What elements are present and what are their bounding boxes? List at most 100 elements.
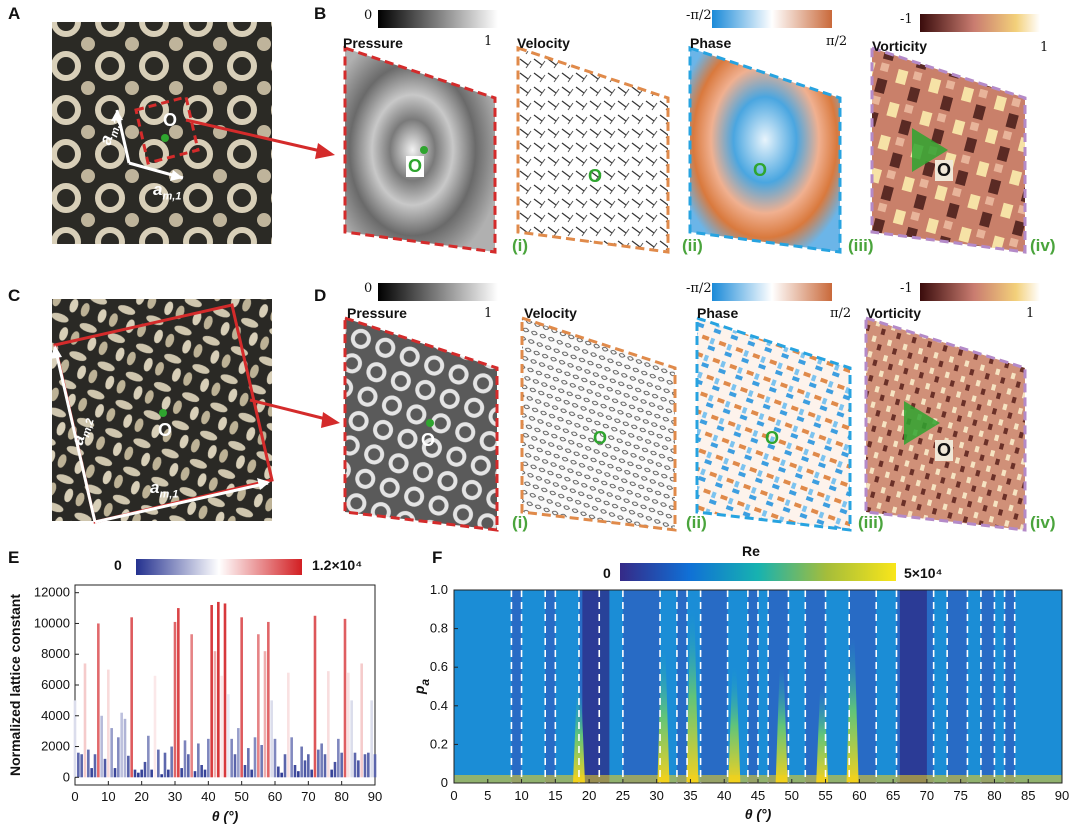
- e-xtick-label: 0: [71, 789, 78, 804]
- f-xtick-label: 35: [683, 788, 697, 803]
- e-bar: [320, 743, 323, 778]
- e-bar: [207, 738, 210, 778]
- origin-marker-c: [159, 409, 167, 417]
- f-xtick-label: 0: [450, 788, 457, 803]
- origin-label-b2: O: [588, 166, 603, 186]
- origin-label-b3: O: [753, 160, 768, 180]
- pressure-cbar-max-b: 1: [484, 34, 493, 49]
- vorticity-cbar-max-d: 1: [1026, 306, 1035, 321]
- e-bar: [157, 749, 160, 778]
- e-bar: [170, 746, 173, 778]
- title-vorticity-d: Vorticity: [866, 305, 921, 321]
- e-bar: [120, 712, 123, 778]
- origin-label-d3: O: [765, 428, 780, 448]
- phase-cbar-min-b: -π/2: [686, 8, 712, 23]
- e-bar: [327, 671, 330, 778]
- e-bar: [93, 754, 97, 778]
- origin-label-c: O: [158, 420, 173, 440]
- e-bar: [237, 728, 240, 778]
- e-bar: [117, 737, 120, 778]
- f-heatmap-band: [747, 590, 758, 783]
- am1-label-c: am,1: [150, 478, 179, 501]
- chart-e: 0 2000 4000 6000 8000 10000 12000 0 10 20 30 40 50 60…: [7, 584, 382, 824]
- e-bar: [363, 754, 367, 778]
- e-xtick-label: 20: [134, 789, 148, 804]
- e-bar: [247, 748, 250, 778]
- f-ytick-label: 0: [441, 775, 448, 790]
- f-heatmap-band: [545, 590, 556, 783]
- e-ytick-label: 6000: [41, 677, 70, 692]
- e-bar: [197, 743, 200, 778]
- e-ylabel: Normalized lattice constant: [7, 594, 23, 776]
- e-bar: [130, 617, 133, 778]
- lattice-image-a: [52, 22, 272, 244]
- e-ytick-label: 12000: [34, 585, 70, 600]
- e-bar: [190, 634, 193, 778]
- e-bar: [180, 768, 183, 778]
- e-bar: [333, 761, 337, 778]
- phase-colorbar-b: [712, 10, 832, 28]
- e-bar: [243, 765, 247, 778]
- e-bar: [260, 745, 263, 778]
- e-bar: [290, 737, 293, 778]
- panel-label-d: D: [314, 286, 327, 305]
- f-xlabel: θ (°): [745, 806, 772, 822]
- e-bar: [227, 694, 230, 778]
- f-xtick-label: 10: [514, 788, 528, 803]
- f-heatmap-band: [899, 590, 927, 783]
- panel-label-e: E: [8, 548, 20, 567]
- f-cbar-min: 0: [603, 565, 611, 581]
- e-bar: [113, 768, 117, 778]
- e-bar: [313, 615, 317, 778]
- f-xtick-label: 75: [953, 788, 967, 803]
- pressure-map-d: [343, 315, 499, 532]
- pressure-colorbar-d: [378, 283, 498, 301]
- zoom-arrow-a: [185, 118, 326, 154]
- e-bar: [73, 700, 77, 778]
- e-bar: [343, 618, 347, 778]
- e-bar: [283, 754, 287, 778]
- e-cbar-min: 0: [114, 557, 122, 573]
- e-bar: [153, 675, 157, 778]
- origin-label-b4: O: [935, 160, 954, 181]
- vorticity-cbar-min-b: -1: [900, 12, 913, 27]
- phase-cbar-max-d: π/2: [830, 306, 852, 321]
- e-bar: [160, 774, 163, 778]
- e-bar: [270, 700, 273, 778]
- e-bar: [273, 738, 277, 778]
- phase-colorbar-d: [712, 283, 832, 301]
- e-bar: [370, 700, 373, 778]
- unit-cell-a: [134, 95, 200, 165]
- f-heatmap-band: [947, 590, 968, 783]
- f-heatmap-band: [980, 590, 995, 783]
- e-bar: [233, 754, 237, 778]
- e-bar: [103, 758, 107, 778]
- e-bar: [200, 765, 203, 778]
- panel-label-f: F: [432, 548, 443, 567]
- e-xtick-label: 60: [268, 789, 282, 804]
- e-bar: [240, 617, 243, 778]
- e-bar: [123, 718, 127, 778]
- e-bar: [297, 771, 300, 778]
- title-velocity-b: Velocity: [517, 35, 570, 51]
- e-bar: [307, 754, 310, 778]
- e-xlabel: θ (°): [212, 808, 239, 824]
- e-bar: [223, 603, 227, 778]
- f-heatmap-band: [622, 590, 661, 783]
- e-bar: [127, 755, 130, 778]
- e-bar: [280, 772, 283, 778]
- chart-f: 0 0.2 0.4 0.6 0.8 1.0 0 5 10 15 20 25 30 35 40 45 50 55 60…: [411, 582, 1069, 822]
- pressure-cbar-min-d: 0: [364, 281, 373, 296]
- pressure-cbar-min-b: 0: [364, 8, 373, 23]
- f-cbar-title: Re: [742, 543, 760, 559]
- f-xtick-label: 40: [717, 788, 731, 803]
- f-ytick-label: 0.2: [430, 736, 448, 751]
- title-velocity-d: Velocity: [524, 305, 577, 321]
- f-xtick-label: 90: [1055, 788, 1069, 803]
- f-heatmap-band: [676, 590, 688, 783]
- e-bar: [87, 749, 90, 778]
- e-bar: [220, 675, 223, 778]
- zoom-arrow-c: [249, 398, 331, 422]
- f-ylabel: pa: [411, 679, 432, 696]
- e-bar: [107, 669, 110, 778]
